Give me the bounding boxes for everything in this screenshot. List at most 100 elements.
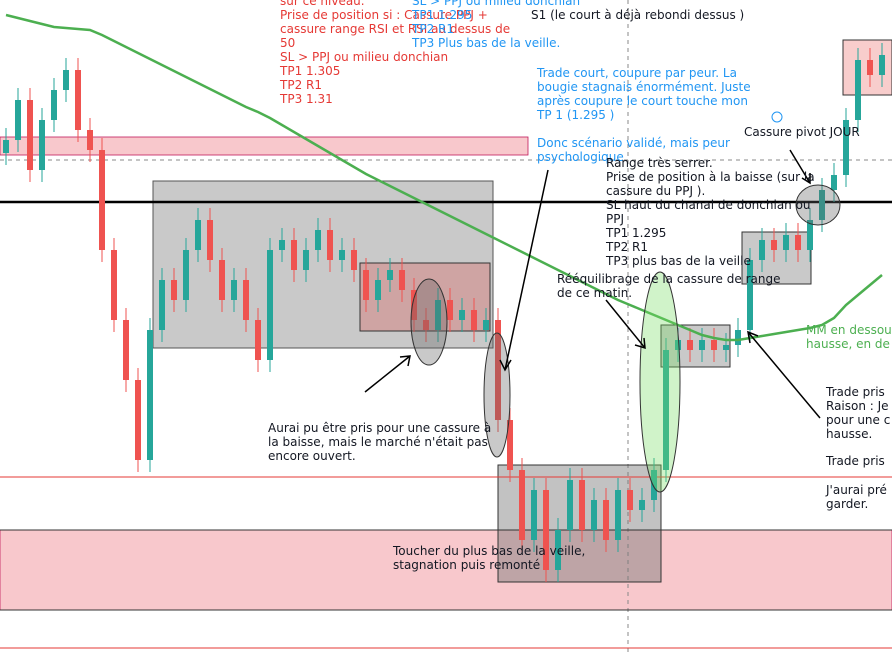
annotation-text: Prise de position si : Cassure PPJ + (280, 8, 488, 22)
candle-body (351, 250, 357, 270)
annotation-text: TP1 1.295 (605, 226, 666, 240)
annotation-text: stagnation puis remonté (393, 558, 540, 572)
annotation-text: Toucher du plus bas de la veille, (392, 544, 585, 558)
arrows (364, 149, 821, 419)
annotation-text: Prise de position à la baisse (sur la (606, 170, 815, 184)
annotation-text: Raison : Je (826, 399, 889, 413)
annotation-text: PPJ (606, 212, 624, 226)
candle-body (603, 500, 609, 540)
annotation-text: MM en dessous (806, 323, 892, 337)
candle-body (675, 340, 681, 350)
candle-body (519, 470, 525, 540)
candle-body (819, 190, 825, 220)
annotation-text: Cassure pivot JOUR (744, 125, 860, 139)
candle-body (183, 250, 189, 300)
annotation-text: hausse, en de (806, 337, 890, 351)
candle-body (795, 235, 801, 250)
candle-body (159, 280, 165, 330)
annotation-text: Donc scénario validé, mais peur (537, 136, 730, 150)
annotation-text: Trade pris (825, 385, 885, 399)
highlight-ellipse (639, 271, 681, 493)
candle-body (459, 310, 465, 320)
price-zone (0, 136, 529, 156)
candle-body (447, 300, 453, 320)
annotation-text: après coupure le court touche mon (537, 94, 748, 108)
annotation-text: cassure range RSI et RSI au dessus de (280, 22, 510, 36)
candle-body (255, 320, 261, 360)
candle-body (63, 70, 69, 90)
annotation-text: de ce matin. (557, 286, 632, 300)
candle-body (339, 250, 345, 260)
arrow (499, 169, 549, 372)
candle-body (723, 345, 729, 350)
candle-body (543, 490, 549, 570)
candle-body (507, 420, 513, 470)
annotation-text: sur ce niveau. (280, 0, 365, 8)
candle-body (243, 280, 249, 320)
candle-body (591, 500, 597, 530)
candle-body (531, 490, 537, 540)
annotation-text: SL > PPJ ou milieu donchian (412, 0, 580, 8)
candle-body (15, 100, 21, 140)
annotation-text: la baisse, mais le marché n'était pas (268, 435, 488, 449)
candle-body (651, 470, 657, 500)
annotation-text: Trade court, coupure par peur. La (536, 66, 737, 80)
candle-body (195, 220, 201, 250)
candle-body (639, 500, 645, 510)
candle-body (231, 280, 237, 300)
highlight-ellipse (410, 278, 448, 366)
annotation-text: Range très serrer. (606, 156, 713, 170)
candle-body (759, 240, 765, 260)
candle-body (423, 320, 429, 330)
candle-body (615, 490, 621, 540)
annotation-text: TP 1 (1.295 ) (536, 108, 614, 122)
candle-body (711, 340, 717, 350)
candle-body (111, 250, 117, 320)
moving-average (5, 13, 883, 342)
candle-body (327, 230, 333, 260)
candle-body (483, 320, 489, 330)
candle-body (375, 280, 381, 300)
candle-body (123, 320, 129, 380)
annotation-text: TP3 Plus bas de la veille. (411, 36, 560, 50)
candle-body (51, 90, 57, 120)
annotation-text: garder. (826, 497, 868, 511)
candle-body (435, 300, 441, 330)
annotation-text: hausse. (826, 427, 872, 441)
candle-body (771, 240, 777, 250)
candle-body (135, 380, 141, 460)
annotation-text: cassure du PPJ ). (606, 184, 705, 198)
annotation-text: S1 (le court à déjà rebondi dessus ) (531, 8, 744, 22)
candle-body (579, 480, 585, 530)
arrow (789, 149, 811, 185)
candle-body (783, 235, 789, 250)
annotation-text: TP1 1.305 (279, 64, 340, 78)
candle-body (411, 290, 417, 320)
annotation-text: TP2 R1 (605, 240, 648, 254)
candle-body (567, 480, 573, 530)
candle-body (879, 55, 885, 75)
candle-body (99, 150, 105, 250)
candle-body (867, 60, 873, 75)
candle-body (399, 270, 405, 290)
highlight-ellipse (483, 332, 511, 458)
annotation-text: TP1 1.295 (411, 8, 472, 22)
overlay-layer: sur ce niveau.Prise de position si : Cas… (268, 0, 892, 572)
marker (771, 111, 783, 123)
candle-body (303, 250, 309, 270)
candle-body (855, 60, 861, 120)
candle-body (207, 220, 213, 260)
candle-body (219, 260, 225, 300)
candle-body (807, 220, 813, 250)
candle-body (363, 270, 369, 300)
annotation-text: bougie stagnais énormément. Juste (537, 80, 751, 94)
candle-body (279, 240, 285, 250)
price-zone (0, 529, 892, 611)
candle-body (171, 280, 177, 300)
arrow (364, 355, 411, 393)
highlight-ellipse (795, 184, 841, 226)
candle-body (555, 530, 561, 570)
annotation-text: TP3 plus bas de la veille (605, 254, 751, 268)
